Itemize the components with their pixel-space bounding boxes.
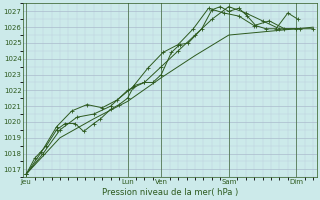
X-axis label: Pression niveau de la mer( hPa ): Pression niveau de la mer( hPa ): [101, 188, 238, 197]
